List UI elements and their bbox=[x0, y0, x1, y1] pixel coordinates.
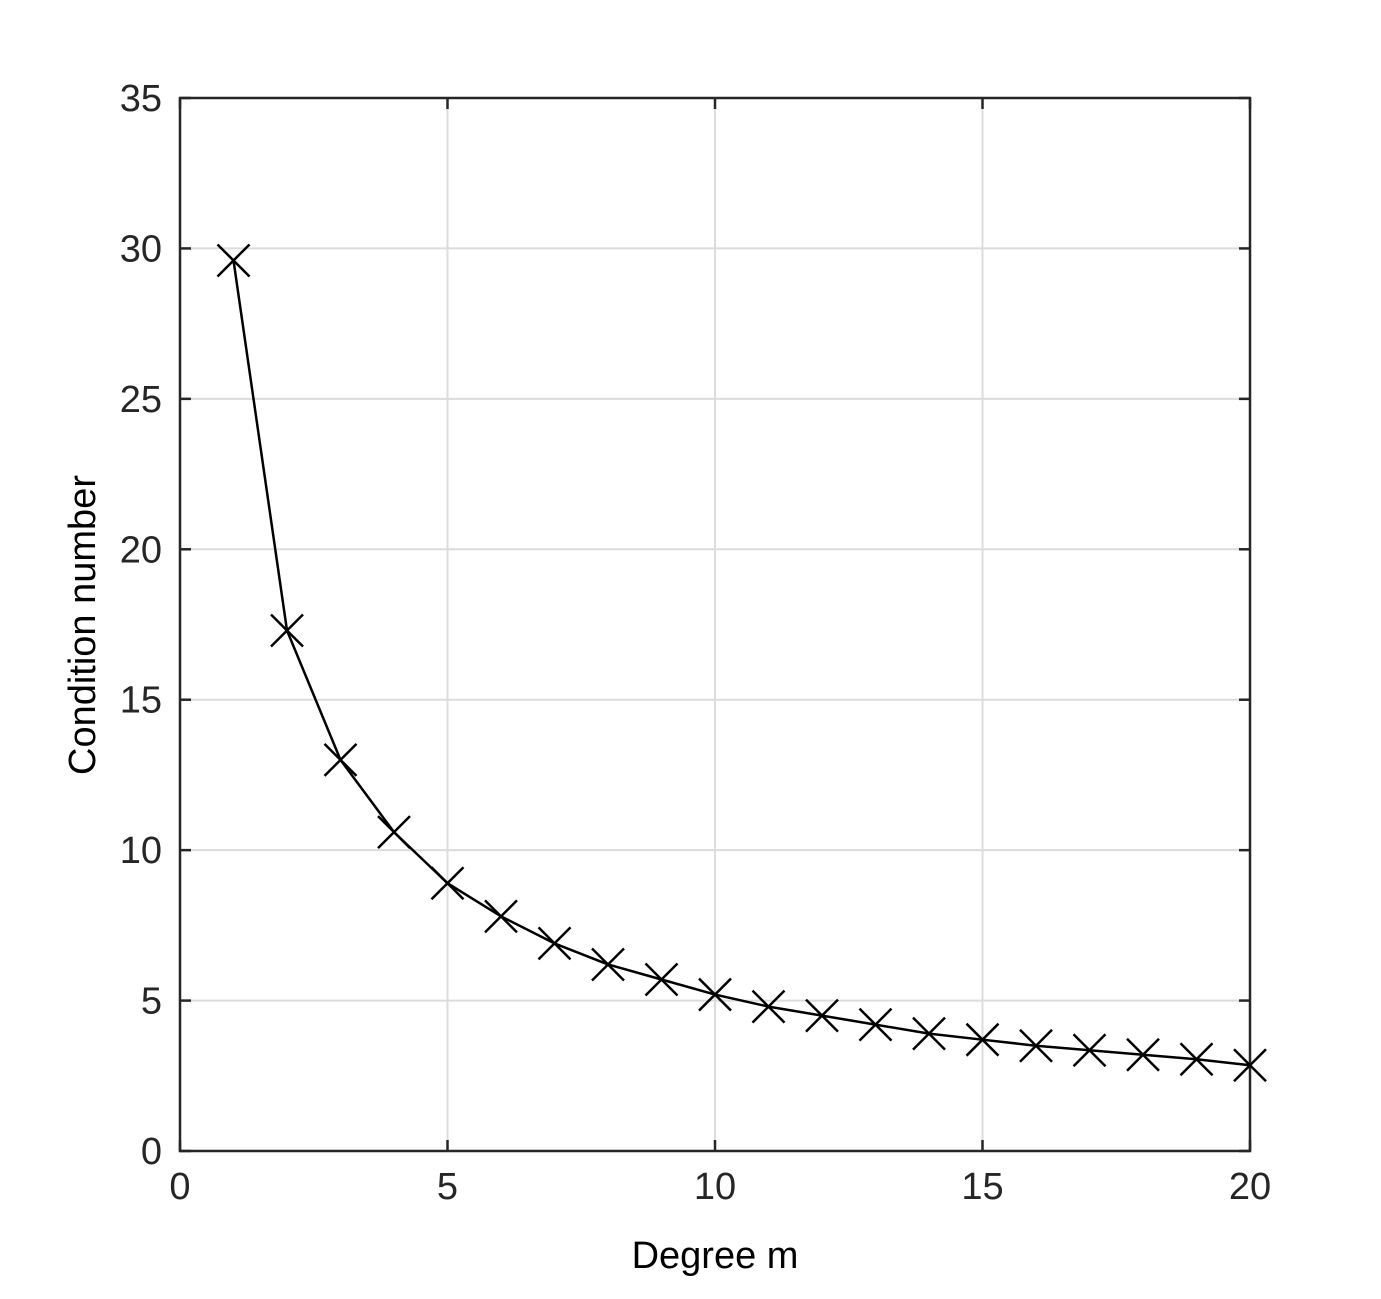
plot-frame bbox=[178, 96, 1252, 1153]
data-point-marker bbox=[1072, 1033, 1107, 1068]
marker-stroke bbox=[644, 962, 679, 997]
data-point-marker bbox=[1126, 1037, 1160, 1072]
marker-stroke bbox=[912, 1016, 946, 1051]
labels-layer: Degree m Condition number bbox=[62, 475, 798, 1277]
x-tick-label: 15 bbox=[961, 1166, 1003, 1208]
data-point-marker bbox=[912, 1016, 946, 1051]
marker-stroke bbox=[698, 977, 732, 1012]
marker-stroke bbox=[1072, 1033, 1107, 1068]
marker-stroke bbox=[965, 1022, 1000, 1057]
data-point-marker bbox=[484, 899, 518, 934]
series-line bbox=[232, 260, 1251, 1067]
y-tick-label: 20 bbox=[120, 529, 162, 571]
y-tick-label: 0 bbox=[141, 1131, 162, 1173]
data-point-marker bbox=[270, 613, 304, 648]
marker-stroke bbox=[1233, 1048, 1267, 1083]
marker-stroke bbox=[537, 926, 572, 961]
marker-stroke bbox=[270, 613, 304, 648]
data-point-marker bbox=[1019, 1028, 1053, 1063]
y-tick-label: 5 bbox=[141, 981, 162, 1023]
marker-stroke bbox=[430, 866, 465, 901]
axes-layer: 0 5 10 15 20 0 5 10 15 20 25 30 35 bbox=[120, 78, 1271, 1208]
x-tick-label: 5 bbox=[437, 1166, 458, 1208]
data-point-marker bbox=[965, 1022, 1000, 1057]
data-point-marker bbox=[591, 947, 625, 982]
marker-stroke bbox=[1019, 1028, 1053, 1063]
data-point-marker bbox=[216, 243, 251, 278]
data-point-marker bbox=[858, 1007, 893, 1042]
marker-stroke bbox=[591, 947, 625, 982]
y-tick-label: 35 bbox=[120, 78, 162, 120]
marker-stroke bbox=[858, 1007, 893, 1042]
x-tick-label: 10 bbox=[694, 1166, 736, 1208]
y-tick-label: 25 bbox=[120, 379, 162, 421]
marker-stroke bbox=[1126, 1037, 1160, 1072]
marker-stroke bbox=[751, 989, 786, 1024]
x-tick-label: 20 bbox=[1229, 1166, 1271, 1208]
data-point-marker bbox=[323, 743, 358, 777]
data-point-marker bbox=[377, 815, 411, 849]
data-point-marker bbox=[1233, 1048, 1267, 1083]
data-point-marker bbox=[537, 926, 572, 961]
marker-stroke bbox=[805, 998, 839, 1033]
x-tick-label: 0 bbox=[169, 1166, 190, 1208]
y-tick-label: 15 bbox=[120, 680, 162, 722]
grid-layer bbox=[180, 98, 1250, 1151]
data-point-marker bbox=[1179, 1042, 1214, 1077]
y-axis-label: Condition number bbox=[62, 475, 104, 775]
x-axis-label: Degree m bbox=[632, 1235, 799, 1277]
marker-stroke bbox=[323, 743, 358, 777]
y-tick-label: 30 bbox=[120, 228, 162, 270]
marker-stroke bbox=[377, 815, 411, 849]
data-point-marker bbox=[805, 998, 839, 1033]
data-point-marker bbox=[430, 866, 465, 901]
data-point-marker bbox=[644, 962, 679, 997]
series-layer bbox=[216, 243, 1267, 1083]
marker-stroke bbox=[216, 243, 251, 278]
data-point-marker bbox=[751, 989, 786, 1024]
marker-stroke bbox=[1179, 1042, 1214, 1077]
y-tick-label: 10 bbox=[120, 830, 162, 872]
marker-stroke bbox=[484, 899, 518, 934]
data-point-marker bbox=[698, 977, 732, 1012]
